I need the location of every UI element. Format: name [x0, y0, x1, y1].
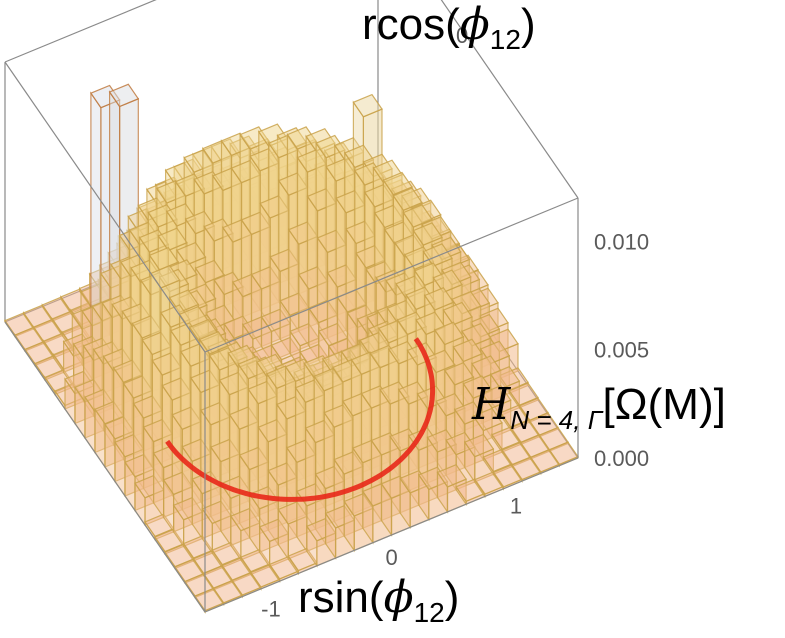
bar-top	[443, 361, 475, 386]
bar-top	[175, 241, 207, 266]
bar-top	[352, 93, 383, 118]
bar-top	[223, 315, 254, 340]
bar-top	[452, 338, 483, 363]
bar-top	[426, 429, 458, 453]
bar-top	[387, 340, 419, 365]
bar-top	[396, 311, 428, 336]
y-axis-title-sub: 12	[489, 23, 521, 55]
bar-top	[423, 287, 455, 311]
box-edge	[440, 0, 579, 199]
box-edge	[4, 321, 206, 613]
y-axis-title-phi: ϕ	[459, 0, 490, 50]
bar-top	[472, 407, 503, 432]
x-tick-label: 0	[386, 545, 398, 570]
x-axis-title-phi: ϕ	[383, 572, 414, 623]
bar-top	[548, 441, 579, 466]
histogram-bar	[361, 483, 393, 545]
x-tick-label: -1	[261, 596, 281, 621]
bar-top	[489, 365, 521, 390]
bar-top	[194, 259, 226, 284]
histogram-bar	[305, 517, 337, 568]
bar-top	[315, 134, 346, 159]
bar-top	[382, 171, 413, 196]
z-tick-label: 0.000	[594, 446, 649, 471]
ring-curve	[165, 337, 436, 502]
x-axis-title-close: )	[444, 573, 460, 622]
plot-box-front	[4, 0, 579, 613]
z-axis-title-sub: N = 4, Γ	[510, 404, 603, 435]
z-tick-label: 0.010	[594, 229, 649, 254]
unit-circle-ring	[165, 337, 436, 502]
bar-top	[108, 83, 140, 108]
bar-top	[442, 301, 473, 326]
y-axis-title-close: )	[520, 0, 536, 49]
bar-top	[463, 433, 495, 458]
bar-top	[203, 218, 234, 242]
bar-top	[436, 463, 468, 488]
bar-top	[405, 286, 436, 311]
bar-top	[157, 227, 188, 252]
box-edge	[204, 457, 579, 613]
bar-top	[402, 204, 433, 228]
box-edge	[4, 0, 157, 63]
histogram-bar	[229, 507, 261, 562]
bar-top	[481, 384, 512, 409]
z-axis-title-arg: [Ω(M)]	[602, 380, 726, 429]
histogram-bars	[4, 83, 579, 614]
bar-top	[286, 126, 318, 150]
bar-top	[379, 381, 410, 405]
z-axis-title-main: H	[472, 379, 511, 430]
z-tick-label: 0.005	[594, 338, 649, 363]
bar-top	[159, 304, 191, 328]
bar-top	[445, 431, 476, 456]
bar-top	[422, 243, 453, 267]
x-axis-title-main: rsin(	[298, 573, 384, 622]
x-axis-title-sub: 12	[413, 596, 445, 628]
histogram-bar	[324, 504, 356, 561]
x-axis-title: rsin(ϕ12)	[298, 573, 459, 638]
y-axis-title-main: rcos(	[362, 0, 460, 49]
bar-top	[412, 222, 443, 246]
bar-top	[213, 271, 244, 296]
bar-top	[433, 321, 465, 346]
x-tick-label: 1	[510, 494, 522, 519]
z-axis-title: HN = 4, Γ[Ω(M)]	[472, 380, 726, 445]
box-edge	[204, 197, 579, 353]
box-edge	[4, 61, 206, 353]
y-axis-title: rcos(ϕ12)	[362, 0, 536, 65]
bar-top	[432, 269, 463, 294]
bar-top	[392, 187, 423, 212]
bar-top	[148, 246, 180, 271]
y-tick-label: 0	[456, 23, 468, 48]
